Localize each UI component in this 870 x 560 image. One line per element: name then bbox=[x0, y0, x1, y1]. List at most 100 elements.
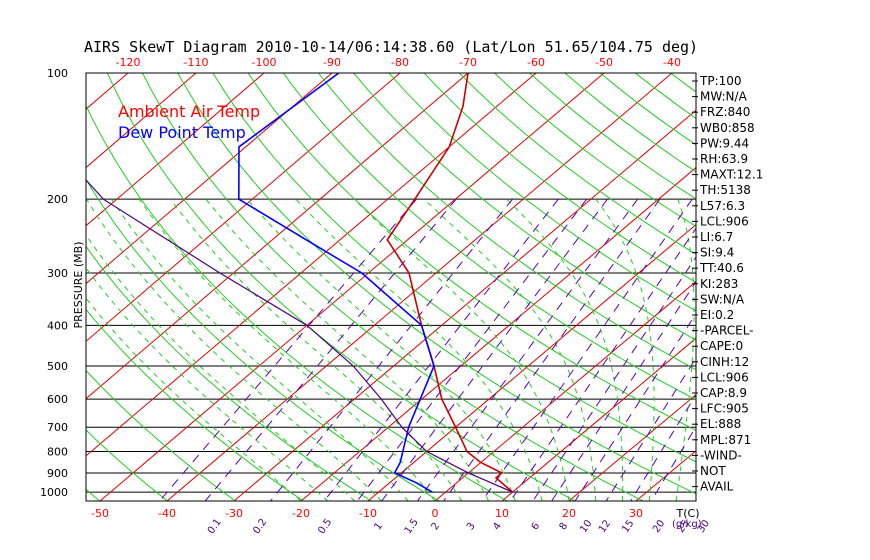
isotherm bbox=[86, 73, 469, 400]
series-parcel bbox=[86, 179, 513, 493]
dry-adiabat bbox=[247, 73, 696, 432]
series-dew-point-temp bbox=[237, 73, 435, 493]
bottom-temp-tick: -30 bbox=[225, 507, 243, 520]
pressure-label: 800 bbox=[47, 446, 68, 459]
index-label: MPL:871 bbox=[700, 433, 751, 447]
isotherm bbox=[86, 73, 265, 227]
isotherm bbox=[99, 73, 605, 501]
top-temp-tick: -50 bbox=[595, 56, 613, 69]
bottom-temp-tick: 0 bbox=[432, 507, 439, 520]
dry-adiabat bbox=[86, 178, 440, 501]
isotherm bbox=[635, 450, 696, 501]
moist-adiabat bbox=[246, 198, 516, 501]
isotherm bbox=[300, 166, 696, 501]
index-label: TP:100 bbox=[699, 74, 742, 88]
isotherm bbox=[166, 73, 673, 501]
bottom-temp-tick: -20 bbox=[292, 507, 310, 520]
index-label: SW:N/A bbox=[700, 292, 745, 306]
mixing-ratio-line bbox=[551, 280, 696, 501]
mixing-ratio-label: 0.5 bbox=[316, 517, 334, 536]
index-label: CAP:8.9 bbox=[700, 386, 747, 400]
dry-adiabat bbox=[282, 73, 696, 401]
isotherm bbox=[86, 73, 333, 285]
mixing-ratio-label: 4 bbox=[491, 521, 504, 533]
moist-adiabat bbox=[506, 198, 624, 501]
index-label: -WIND- bbox=[700, 448, 742, 462]
pressure-label: 200 bbox=[47, 193, 68, 206]
pressure-label: 700 bbox=[47, 421, 68, 434]
index-label: TH:5138 bbox=[699, 183, 751, 197]
mixing-ratio-line bbox=[204, 198, 457, 501]
index-label: NOT bbox=[700, 464, 726, 478]
plot-frame bbox=[85, 72, 697, 502]
isotherm bbox=[86, 73, 197, 169]
mixing-ratio-label: 12 bbox=[597, 518, 613, 535]
pressure-label: 300 bbox=[47, 267, 68, 280]
index-label: TT:40.6 bbox=[699, 261, 744, 275]
index-label: EL:888 bbox=[700, 417, 741, 431]
mixing-ratio-line bbox=[481, 198, 693, 501]
temp-unit-label: T(C) bbox=[676, 507, 700, 520]
mixing-ratio-line bbox=[159, 198, 417, 501]
moist-adiabat bbox=[138, 198, 436, 501]
mixing-ratio-line bbox=[630, 393, 696, 501]
isotherm bbox=[770, 73, 870, 501]
mixing-ratio-unit: (g/kg) bbox=[672, 519, 702, 530]
dry-adiabat bbox=[846, 73, 870, 501]
index-label: CINH:12 bbox=[700, 355, 749, 369]
index-label: PW:9.44 bbox=[700, 136, 749, 150]
legend-air-temp: Ambient Air Temp bbox=[118, 102, 260, 121]
mixing-ratio-label: 0.1 bbox=[206, 517, 224, 536]
bottom-temp-tick: 20 bbox=[562, 507, 576, 520]
top-temp-tick: -40 bbox=[663, 56, 681, 69]
moist-adiabat bbox=[86, 234, 355, 501]
dry-adiabat bbox=[86, 308, 304, 501]
top-temp-tick: -60 bbox=[527, 56, 545, 69]
top-temp-tick: -110 bbox=[184, 56, 209, 69]
mixing-ratio-line bbox=[574, 312, 696, 501]
mixing-ratio-label: 10 bbox=[578, 518, 594, 535]
mixing-ratio-line bbox=[416, 198, 639, 501]
dry-adiabat bbox=[86, 369, 236, 501]
mixing-ratio-line bbox=[443, 198, 661, 501]
dry-adiabat bbox=[811, 73, 870, 501]
dry-adiabat bbox=[212, 73, 696, 463]
legend-dew-point: Dew Point Temp bbox=[118, 123, 246, 142]
top-temp-tick: -90 bbox=[323, 56, 341, 69]
moist-adiabat bbox=[86, 267, 329, 501]
isotherm bbox=[233, 109, 696, 501]
isotherm bbox=[86, 73, 537, 457]
index-label: -PARCEL- bbox=[700, 324, 754, 338]
isotherm bbox=[86, 73, 401, 342]
moist-adiabat bbox=[111, 198, 409, 501]
index-label: AVAIL bbox=[700, 480, 734, 494]
index-label: LFC:905 bbox=[700, 402, 749, 416]
dry-adiabat bbox=[494, 73, 696, 227]
mixing-ratio-label: 20 bbox=[651, 518, 667, 535]
dry-adiabat bbox=[741, 73, 870, 501]
bottom-temp-tick: 30 bbox=[629, 507, 643, 520]
pressure-label: 400 bbox=[47, 319, 68, 332]
pressure-label: 900 bbox=[47, 467, 68, 480]
moist-adiabat bbox=[86, 198, 382, 501]
mixing-ratio-label: 15 bbox=[620, 518, 636, 535]
mixing-ratio-label: 3 bbox=[465, 521, 478, 533]
mixing-ratio-line bbox=[270, 198, 513, 501]
dry-adiabat bbox=[423, 73, 696, 283]
index-label: MW:N/A bbox=[700, 90, 748, 104]
index-label: LI:6.7 bbox=[700, 230, 733, 244]
pressure-label: 100 bbox=[47, 67, 68, 80]
dry-adiabat bbox=[776, 73, 870, 501]
moist-adiabat bbox=[170, 198, 463, 501]
mixing-ratio-line bbox=[509, 227, 696, 501]
pressure-label: 600 bbox=[47, 393, 68, 406]
dry-adiabat bbox=[142, 73, 644, 501]
moist-adiabat bbox=[295, 198, 543, 501]
mixing-ratio-label: 0.2 bbox=[251, 517, 269, 536]
top-temp-tick: -80 bbox=[391, 56, 409, 69]
moist-adiabat bbox=[595, 198, 655, 501]
index-label: RH:63.9 bbox=[700, 152, 748, 166]
index-label: LCL:906 bbox=[700, 214, 749, 228]
